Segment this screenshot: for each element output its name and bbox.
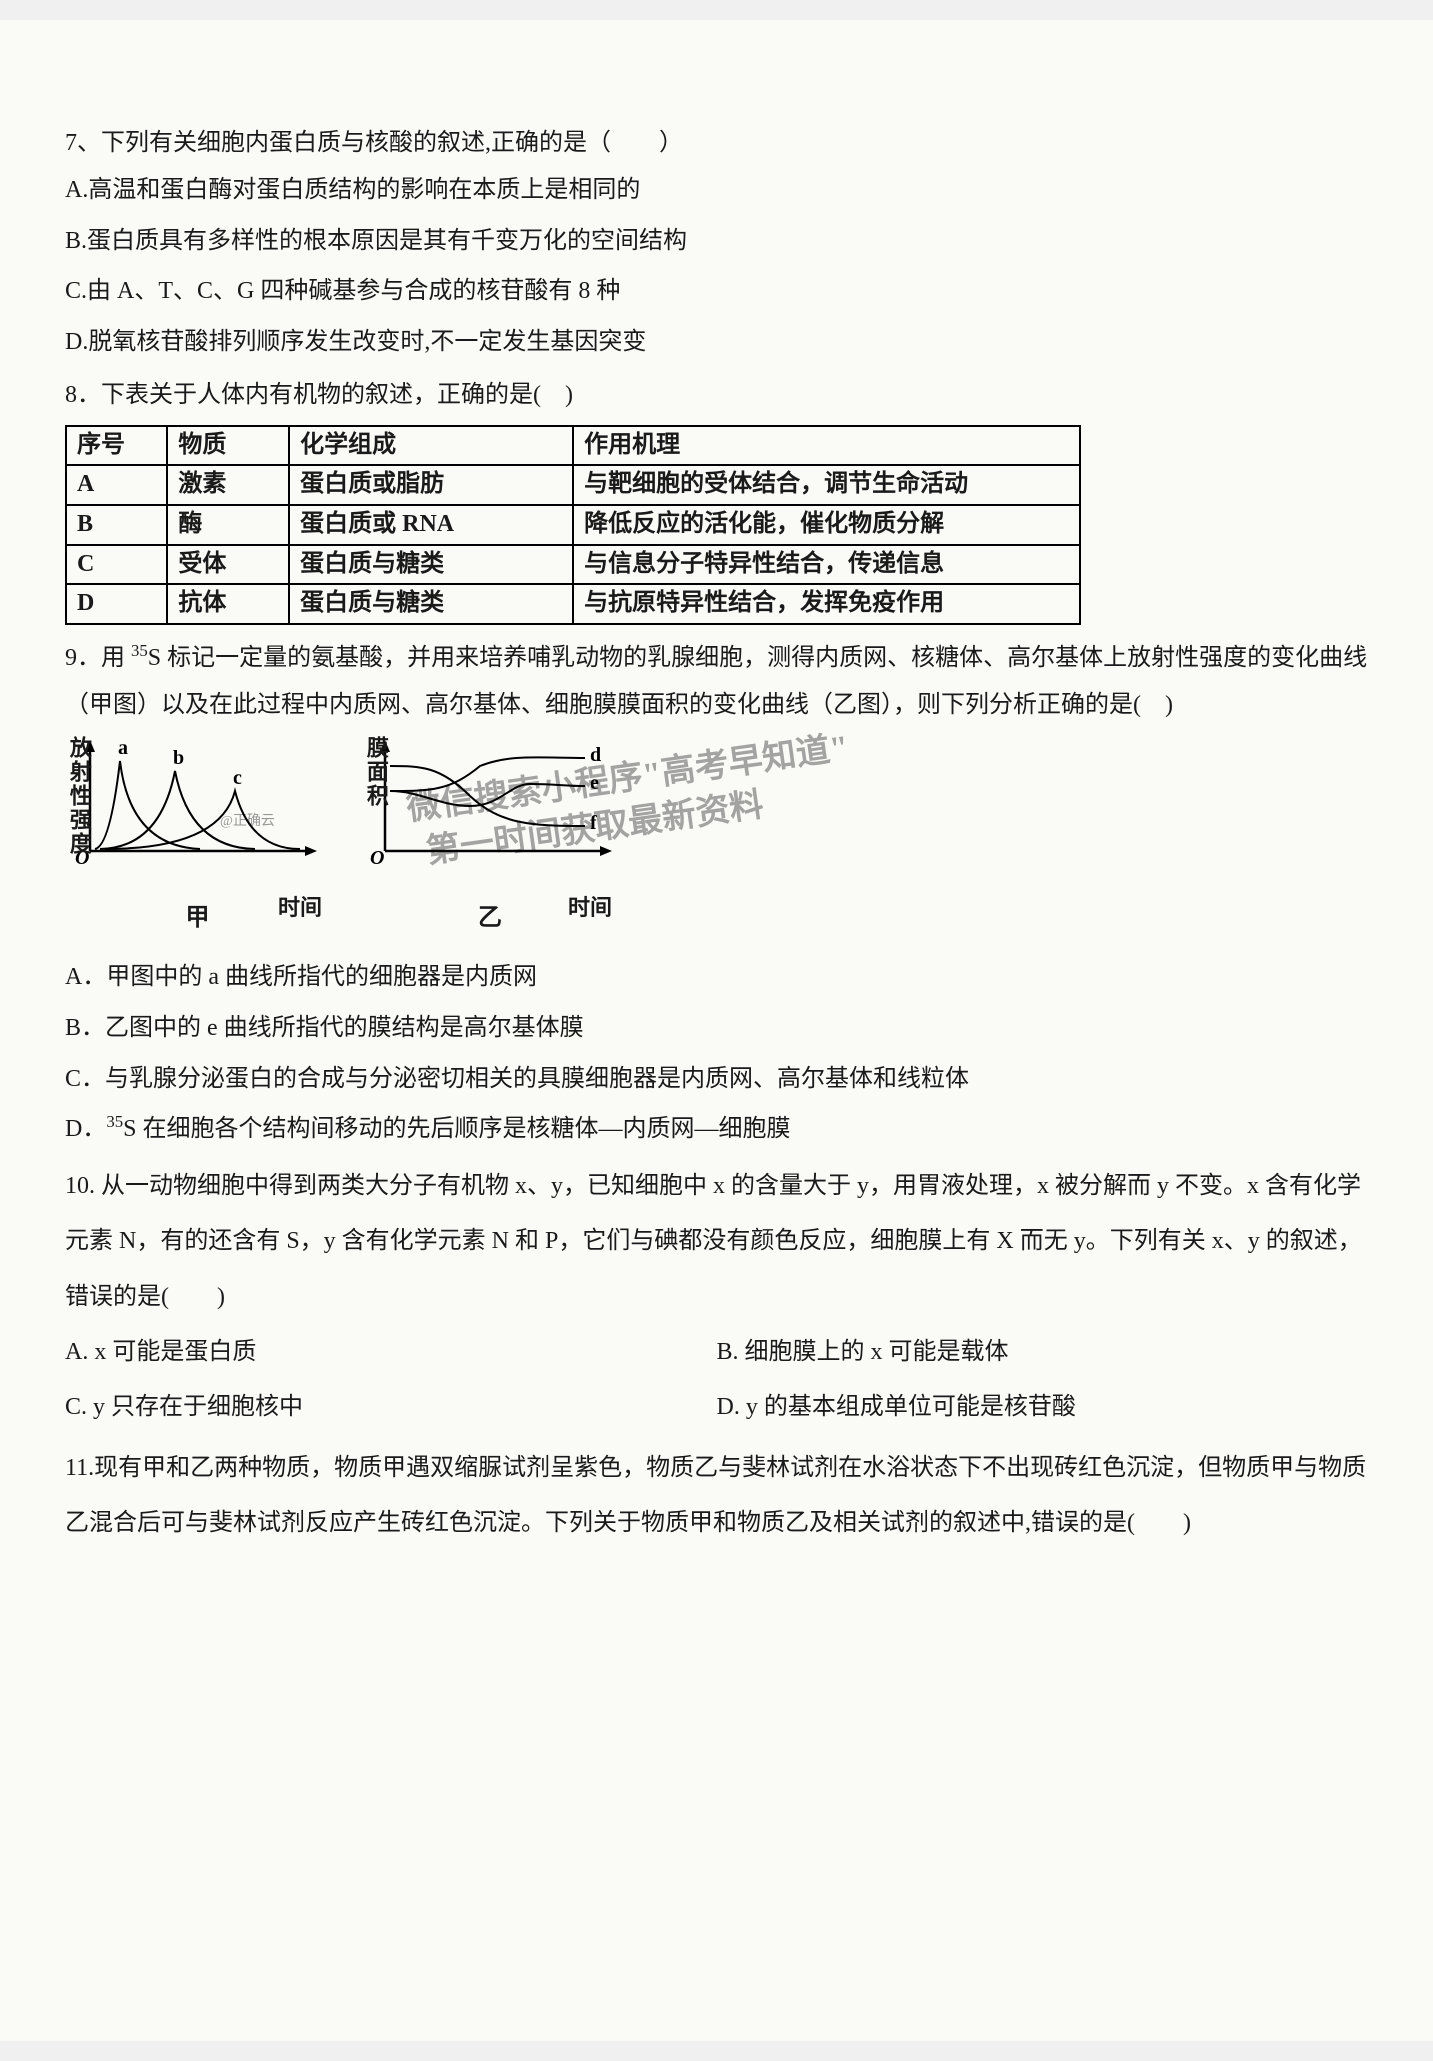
q10-opt-d: D. y 的基本组成单位可能是核苷酸 [717, 1380, 1369, 1435]
question-9: 9．用 35S 标记一定量的氨基酸，并用来培养哺乳动物的乳腺细胞，测得内质网、核… [65, 635, 1368, 1153]
question-10: 10. 从一动物细胞中得到两类大分子有机物 x、y，已知细胞中 x 的含量大于 … [65, 1159, 1368, 1435]
peak-c-label: c [233, 767, 242, 789]
th-substance: 物质 [167, 426, 289, 466]
table-header-row: 序号 物质 化学组成 作用机理 [66, 426, 1080, 466]
table-row: B 酶 蛋白质或 RNA 降低反应的活化能，催化物质分解 [66, 505, 1080, 545]
question-7: 7、下列有关细胞内蛋白质与核酸的叙述,正确的是（ ） A.高温和蛋白酶对蛋白质结… [65, 120, 1368, 366]
q8-table-body: A 激素 蛋白质或脂肪 与靶细胞的受体结合，调节生命活动 B 酶 蛋白质或 RN… [66, 465, 1080, 623]
q7-opt-a: A.高温和蛋白酶对蛋白质结构的影响在本质上是相同的 [65, 167, 1368, 214]
th-seq: 序号 [66, 426, 167, 466]
end-f-label: f [590, 812, 597, 834]
th-mechanism: 作用机理 [573, 426, 1080, 466]
peak-b-label: b [173, 747, 184, 769]
end-d-label: d [590, 744, 601, 766]
question-8: 8．下表关于人体内有机物的叙述，正确的是( ) 序号 物质 化学组成 作用机理 … [65, 372, 1368, 625]
isotope-superscript: 35 [106, 1112, 123, 1131]
q8-table: 序号 物质 化学组成 作用机理 A 激素 蛋白质或脂肪 与靶细胞的受体结合，调节… [65, 425, 1081, 625]
table-row: A 激素 蛋白质或脂肪 与靶细胞的受体结合，调节生命活动 [66, 465, 1080, 505]
peak-a-label: a [118, 737, 128, 759]
q9-opt-b: B．乙图中的 e 曲线所指代的膜结构是高尔基体膜 [65, 1005, 1368, 1052]
table-row: C 受体 蛋白质与糖类 与信息分子特异性结合，传递信息 [66, 545, 1080, 585]
chart-yi-svg: d e f O [360, 736, 620, 876]
q10-stem: 10. 从一动物细胞中得到两类大分子有机物 x、y，已知细胞中 x 的含量大于 … [65, 1159, 1368, 1325]
q10-opt-c: C. y 只存在于细胞核中 [65, 1380, 717, 1435]
chart-jia-xlabel: 时间 [278, 887, 322, 930]
chart-yi-ylabel: 膜面积 [354, 736, 397, 808]
exam-page: 7、下列有关细胞内蛋白质与核酸的叙述,正确的是（ ） A.高温和蛋白酶对蛋白质结… [0, 20, 1433, 2041]
q11-stem: 11.现有甲和乙两种物质，物质甲遇双缩脲试剂呈紫色，物质乙与斐林试剂在水浴状态下… [65, 1441, 1368, 1551]
th-composition: 化学组成 [289, 426, 573, 466]
q7-stem: 7、下列有关细胞内蛋白质与核酸的叙述,正确的是（ ） [65, 120, 1368, 167]
q7-opt-b: B.蛋白质具有多样性的根本原因是其有千变万化的空间结构 [65, 218, 1368, 265]
chart-jia-svg: a b c O [65, 736, 330, 876]
chart-yi-xlabel: 时间 [568, 887, 612, 930]
q9-stem: 9．用 35S 标记一定量的氨基酸，并用来培养哺乳动物的乳腺细胞，测得内质网、核… [65, 635, 1368, 729]
q7-opt-d: D.脱氧核苷酸排列顺序发生改变时,不一定发生基因突变 [65, 319, 1368, 366]
q9-opt-a: A．甲图中的 a 曲线所指代的细胞器是内质网 [65, 954, 1368, 1001]
chart-jia-ylabel: 放射性强度 [57, 736, 100, 856]
table-row: D 抗体 蛋白质与糖类 与抗原特异性结合，发挥免疫作用 [66, 584, 1080, 624]
q10-options-row2: C. y 只存在于细胞核中 D. y 的基本组成单位可能是核苷酸 [65, 1380, 1368, 1435]
q8-stem: 8．下表关于人体内有机物的叙述，正确的是( ) [65, 372, 1368, 419]
q9-figures: 微信搜索小程序"高考早知道" 第一时间获取最新资料 a b [65, 736, 1368, 942]
chart-jia: a b c O 放射性强度 时间 @正确云 甲 [65, 736, 330, 942]
q9-opt-d: D．35S 在细胞各个结构间移动的先后顺序是核糖体—内质网—细胞膜 [65, 1106, 1368, 1153]
q10-opt-a: A. x 可能是蛋白质 [65, 1325, 717, 1380]
q10-opt-b: B. 细胞膜上的 x 可能是载体 [717, 1325, 1369, 1380]
chart-jia-watermark: @正确云 [220, 808, 275, 835]
question-11: 11.现有甲和乙两种物质，物质甲遇双缩脲试剂呈紫色，物质乙与斐林试剂在水浴状态下… [65, 1441, 1368, 1551]
q7-opt-c: C.由 A、T、C、G 四种碱基参与合成的核苷酸有 8 种 [65, 268, 1368, 315]
chart-yi: d e f O 膜面积 时间 乙 [360, 736, 620, 942]
q10-options-row1: A. x 可能是蛋白质 B. 细胞膜上的 x 可能是载体 [65, 1325, 1368, 1380]
end-e-label: e [590, 772, 599, 794]
svg-text:O: O [370, 847, 384, 869]
q9-opt-c: C．与乳腺分泌蛋白的合成与分泌密切相关的具膜细胞器是内质网、高尔基体和线粒体 [65, 1056, 1368, 1103]
isotope-superscript: 35 [131, 641, 148, 660]
